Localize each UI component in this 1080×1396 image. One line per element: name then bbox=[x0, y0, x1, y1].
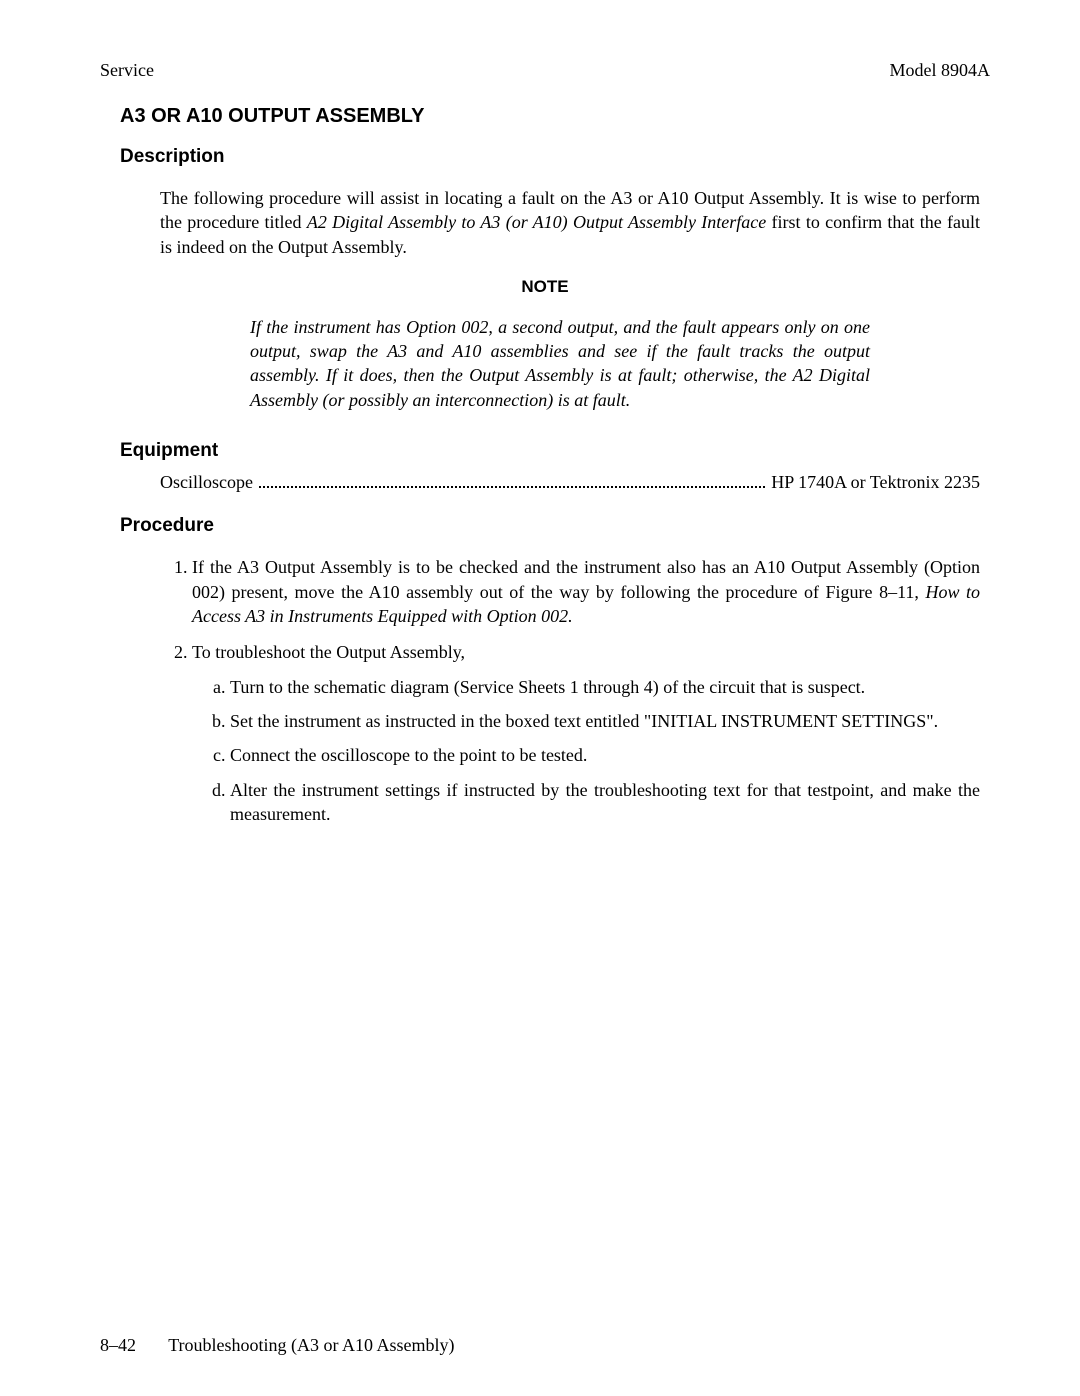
page-header: Service Model 8904A bbox=[100, 60, 990, 81]
procedure-step-2b: Set the instrument as instructed in the … bbox=[230, 709, 980, 733]
page-footer: 8–42 Troubleshooting (A3 or A10 Assembly… bbox=[100, 1335, 455, 1356]
procedure-step-2d: Alter the instrument settings if instruc… bbox=[230, 778, 980, 827]
header-left: Service bbox=[100, 60, 154, 81]
description-heading: Description bbox=[120, 146, 990, 168]
procedure-heading: Procedure bbox=[120, 515, 990, 537]
note-label: NOTE bbox=[100, 277, 990, 297]
description-paragraph: The following procedure will assist in l… bbox=[160, 186, 980, 259]
note-body: If the instrument has Option 002, a seco… bbox=[250, 315, 870, 412]
desc-text-italic: A2 Digital Assembly to A3 (or A10) Outpu… bbox=[307, 212, 766, 232]
procedure-step-2c: Connect the oscilloscope to the point to… bbox=[230, 743, 980, 767]
equipment-item-label: Oscilloscope bbox=[160, 472, 253, 493]
procedure-sublist: Turn to the schematic diagram (Service S… bbox=[192, 675, 980, 826]
header-right: Model 8904A bbox=[890, 60, 991, 81]
procedure-step-2a: Turn to the schematic diagram (Service S… bbox=[230, 675, 980, 699]
equipment-item-value: HP 1740A or Tektronix 2235 bbox=[771, 472, 980, 493]
main-title: A3 OR A10 OUTPUT ASSEMBLY bbox=[120, 105, 990, 128]
footer-label: Troubleshooting (A3 or A10 Assembly) bbox=[168, 1335, 454, 1355]
step1-before: If the A3 Output Assembly is to be check… bbox=[192, 557, 980, 601]
page-container: Service Model 8904A A3 OR A10 OUTPUT ASS… bbox=[0, 0, 1080, 1396]
equipment-heading: Equipment bbox=[120, 440, 990, 462]
equipment-row: Oscilloscope HP 1740A or Tektronix 2235 bbox=[160, 472, 980, 493]
step2-intro: To troubleshoot the Output Assembly, bbox=[192, 642, 465, 662]
dot-leader bbox=[259, 472, 765, 488]
footer-page-number: 8–42 bbox=[100, 1335, 136, 1355]
procedure-list: If the A3 Output Assembly is to be check… bbox=[170, 555, 980, 826]
procedure-step-2: To troubleshoot the Output Assembly, Tur… bbox=[192, 640, 980, 826]
procedure-step-1: If the A3 Output Assembly is to be check… bbox=[192, 555, 980, 628]
